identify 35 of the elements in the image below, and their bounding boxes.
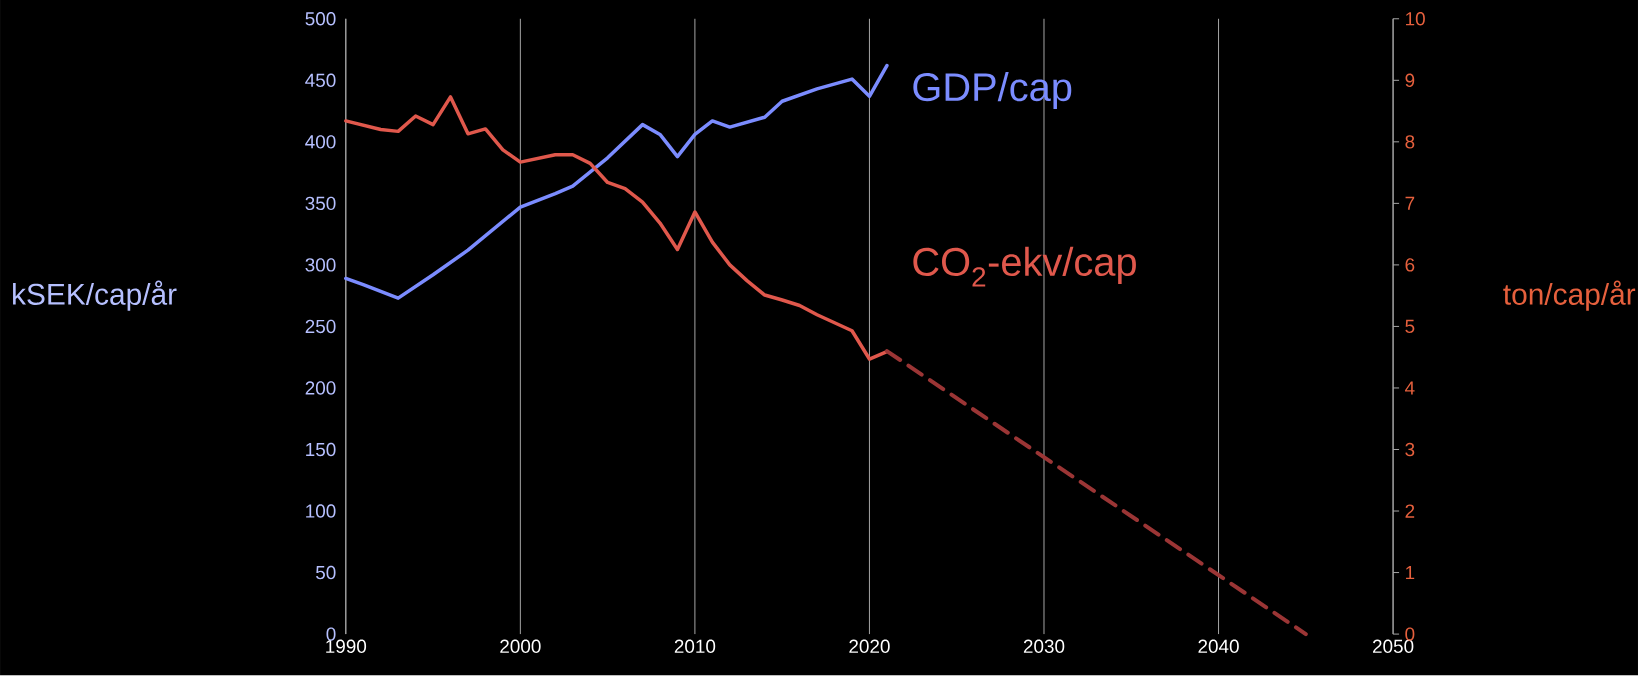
y2-axis-title: ton/cap/år xyxy=(1503,280,1636,312)
y2-tick-label: 0 xyxy=(1405,627,1415,642)
series-label: CO$_{2}$-ekv/cap xyxy=(913,247,1136,287)
y2-tick-label: 2 xyxy=(1405,504,1415,518)
y2-tick-label: 3 xyxy=(1405,443,1415,457)
y-tick-label: 450 xyxy=(305,73,336,88)
y2-tick-label: 5 xyxy=(1405,320,1415,334)
y2-tick-label: 1 xyxy=(1406,566,1415,580)
y-tick-label: 400 xyxy=(305,135,336,149)
y-axis-title: kSEK/cap/år xyxy=(13,280,177,312)
y-tick-label: 250 xyxy=(305,319,336,334)
y-tick-label: 300 xyxy=(305,258,336,272)
line-series xyxy=(344,64,889,301)
y2-tick-label: 8 xyxy=(1405,135,1415,149)
x-tick-label: 2000 xyxy=(500,639,541,654)
y-tick-label: 500 xyxy=(305,12,336,26)
x-tick-label: 1990 xyxy=(326,639,367,654)
y2-tick-label: 9 xyxy=(1405,73,1415,88)
y-tick-label: 350 xyxy=(305,196,336,211)
x-tick-label: 2040 xyxy=(1198,639,1239,654)
y2-tick-label: 10 xyxy=(1406,12,1425,26)
y-tick-label: 0 xyxy=(326,627,336,642)
x-tick-label: 2010 xyxy=(674,639,716,654)
y2-tick-label: 7 xyxy=(1405,197,1415,211)
y-tick-label: 50 xyxy=(315,566,336,580)
series-label: GDP/cap xyxy=(913,72,1072,110)
y2-tick-label: 4 xyxy=(1405,381,1415,395)
y-tick-label: 200 xyxy=(305,381,336,395)
y-tick-label: 150 xyxy=(306,443,336,457)
y2-tick-label: 6 xyxy=(1405,258,1415,272)
y-tick-label: 100 xyxy=(306,504,336,518)
x-tick-label: 2050 xyxy=(1372,639,1414,654)
line-series xyxy=(344,95,889,362)
x-tick-label: 2020 xyxy=(849,639,890,654)
x-tick-label: 2030 xyxy=(1023,639,1065,654)
